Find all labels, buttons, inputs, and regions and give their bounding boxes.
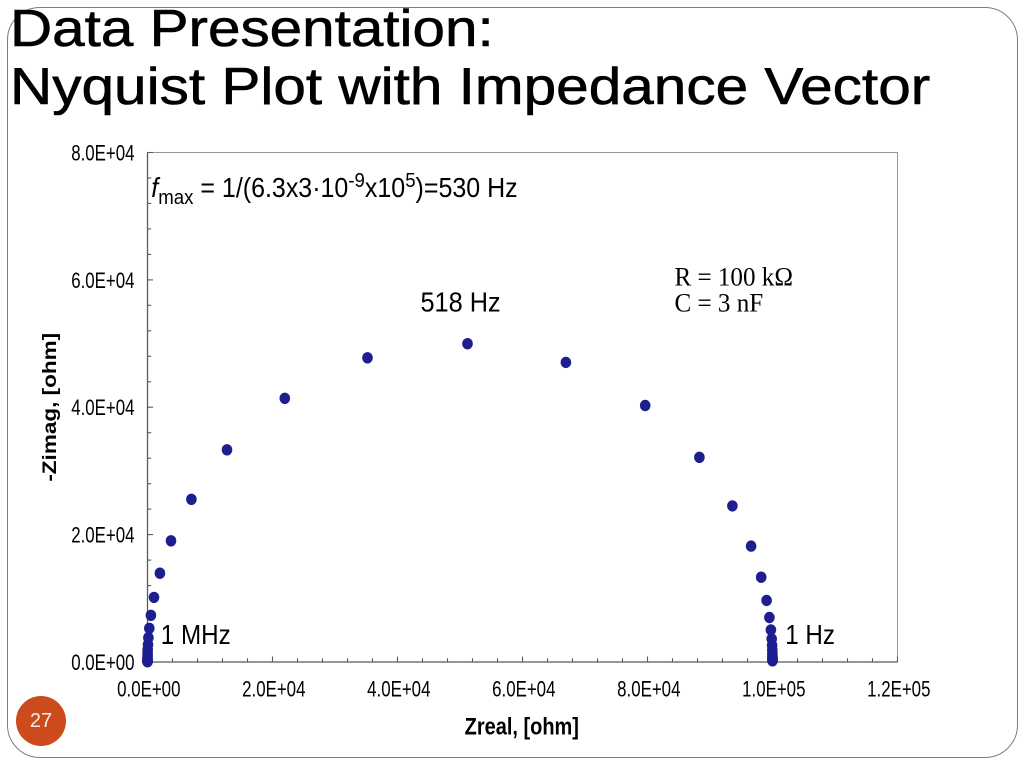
svg-text:0.0E+00: 0.0E+00 (71, 650, 134, 675)
svg-text:8.0E+04: 8.0E+04 (617, 676, 680, 701)
svg-text:4.0E+04: 4.0E+04 (367, 676, 430, 701)
svg-text:R = 100 kΩ: R = 100 kΩ (675, 262, 793, 292)
svg-text:-Zimag, [ohm]: -Zimag, [ohm] (38, 333, 60, 482)
svg-text:6.0E+04: 6.0E+04 (492, 676, 555, 701)
svg-text:C = 3 nF: C = 3 nF (675, 288, 764, 318)
svg-text:1 Hz: 1 Hz (785, 621, 835, 651)
svg-text:6.0E+04: 6.0E+04 (71, 268, 134, 293)
svg-text:518 Hz: 518 Hz (421, 286, 501, 317)
svg-text:0.0E+00: 0.0E+00 (117, 676, 180, 701)
svg-text:fmax = 1/(6.3x3·10-9x105)=530: fmax = 1/(6.3x3·10-9x105)=530 Hz (151, 169, 517, 209)
svg-text:2.0E+04: 2.0E+04 (242, 676, 305, 701)
svg-text:Zreal, [ohm]: Zreal, [ohm] (465, 713, 579, 740)
svg-text:2.0E+04: 2.0E+04 (71, 523, 134, 548)
svg-text:8.0E+04: 8.0E+04 (71, 140, 134, 165)
svg-text:1.2E+05: 1.2E+05 (867, 676, 930, 701)
svg-text:1.0E+05: 1.0E+05 (742, 676, 805, 701)
svg-text:1 MHz: 1 MHz (161, 621, 231, 651)
svg-text:4.0E+04: 4.0E+04 (71, 395, 134, 420)
